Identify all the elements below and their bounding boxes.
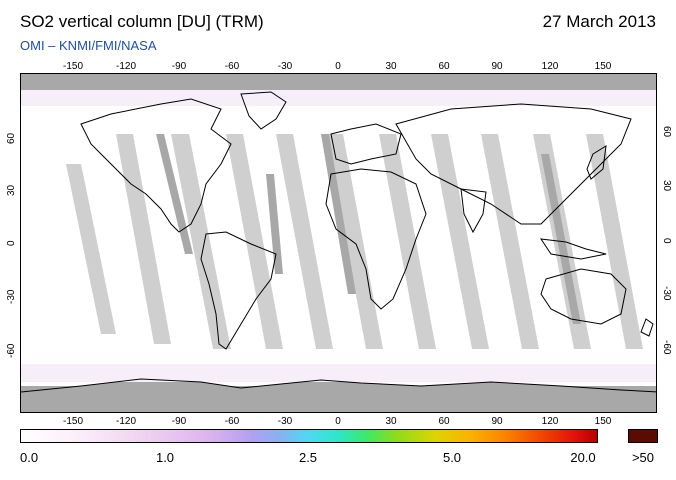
- swath-7: [379, 134, 436, 349]
- coast-indonesia: [539, 238, 607, 260]
- swath-dark-1: [156, 134, 193, 254]
- coastlines: [21, 91, 656, 393]
- swath-dark-3: [321, 134, 356, 294]
- coast-antarctica: [21, 378, 656, 393]
- swath-dark-4: [541, 154, 581, 324]
- coast-europe: [330, 123, 402, 165]
- colorbar-label: 1.0: [155, 450, 175, 465]
- lat-label: 30: [661, 180, 672, 192]
- arctic-noise: [21, 90, 656, 106]
- lat-label: 0: [6, 240, 17, 246]
- lon-label: -120: [115, 416, 137, 427]
- coast-india: [460, 188, 487, 234]
- swath-11: [586, 134, 643, 349]
- lat-label: 0: [661, 238, 672, 244]
- lon-label: 0: [335, 61, 341, 72]
- colorbar-max-label: >50: [631, 450, 655, 465]
- swath-dark-2: [266, 174, 283, 274]
- colorbar-label: 20.0: [570, 450, 596, 465]
- lat-label: -30: [661, 286, 672, 301]
- swath-6: [326, 134, 383, 349]
- lon-label: 60: [438, 416, 450, 427]
- satellite-swaths-dark: [156, 134, 581, 324]
- swath-2: [116, 134, 171, 344]
- map-title: SO2 vertical column [DU] (TRM): [20, 12, 264, 31]
- colorbar: [20, 429, 598, 443]
- lon-label: 30: [385, 416, 397, 427]
- lon-label: -30: [277, 61, 293, 72]
- colorbar-label: 5.0: [442, 450, 462, 465]
- lat-label: 60: [6, 132, 17, 144]
- coast-greenland: [240, 91, 287, 130]
- colorbar-label: 2.5: [298, 450, 318, 465]
- arctic-nodata-band: [21, 74, 656, 90]
- antarctic-nodata-edge: [21, 379, 656, 412]
- satellite-swaths: [66, 134, 643, 349]
- map-canvas: [21, 74, 656, 412]
- lon-label: -90: [171, 61, 187, 72]
- lat-label: -60: [661, 340, 672, 355]
- colorbar-label: 0.0: [20, 450, 39, 465]
- lon-label: -120: [115, 61, 137, 72]
- lon-label: 150: [594, 416, 612, 427]
- lat-label: 60: [661, 126, 672, 138]
- lon-label: 90: [491, 61, 503, 72]
- swath-9: [481, 134, 539, 349]
- lat-label: 30: [6, 184, 17, 196]
- coast-japan: [586, 145, 607, 180]
- antarctic-noise: [21, 364, 656, 382]
- swath-5: [276, 134, 333, 349]
- map-date: 27 March 2013: [542, 12, 656, 31]
- coast-north-america: [80, 98, 232, 233]
- swath-4: [226, 134, 283, 349]
- coast-south-america: [200, 231, 277, 350]
- lon-label: 60: [438, 61, 450, 72]
- coast-asia: [395, 103, 632, 225]
- coast-australia: [540, 268, 627, 325]
- coast-new-zealand: [640, 318, 654, 337]
- world-map: [20, 73, 657, 413]
- lon-label: -60: [224, 416, 240, 427]
- coast-africa: [325, 168, 427, 310]
- lon-label: -150: [62, 416, 84, 427]
- swath-3: [171, 134, 231, 349]
- swath-8: [431, 134, 489, 349]
- lon-label: -150: [62, 61, 84, 72]
- lon-label: -30: [277, 416, 293, 427]
- colorbar-max-swatch: [628, 429, 658, 443]
- lat-label: -30: [6, 289, 17, 304]
- lon-label: 150: [594, 61, 612, 72]
- lat-label: -60: [6, 343, 17, 358]
- map-subtitle: OMI – KNMI/FMI/NASA: [20, 38, 157, 53]
- lon-label: -60: [224, 61, 240, 72]
- lon-label: 30: [385, 61, 397, 72]
- swath-1: [66, 164, 116, 334]
- lon-label: 0: [335, 416, 341, 427]
- lon-label: -90: [171, 416, 187, 427]
- lon-label: 120: [541, 61, 559, 72]
- lon-label: 120: [541, 416, 559, 427]
- lon-label: 90: [491, 416, 503, 427]
